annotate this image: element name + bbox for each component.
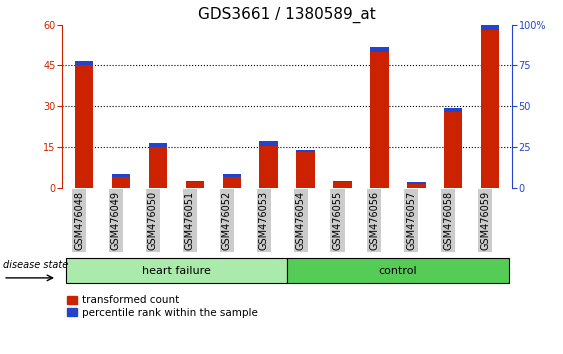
Bar — [260, 142, 278, 145]
Legend: transformed count, percentile rank within the sample: transformed count, percentile rank withi… — [67, 296, 258, 318]
Bar — [333, 182, 352, 188]
Bar — [333, 181, 352, 182]
Title: GDS3661 / 1380589_at: GDS3661 / 1380589_at — [198, 7, 376, 23]
Bar — [66, 258, 287, 283]
Text: GSM476059: GSM476059 — [480, 191, 490, 250]
Bar — [287, 258, 508, 283]
Text: GSM476054: GSM476054 — [296, 191, 306, 250]
Bar — [370, 47, 388, 52]
Bar — [407, 182, 426, 183]
Text: GSM476051: GSM476051 — [185, 191, 195, 250]
Bar — [222, 177, 241, 188]
Text: GSM476058: GSM476058 — [443, 191, 453, 250]
Bar — [186, 181, 204, 182]
Bar — [444, 112, 462, 188]
Bar — [112, 174, 130, 177]
Text: control: control — [378, 266, 417, 276]
Bar — [75, 61, 93, 65]
Bar — [222, 174, 241, 177]
Text: GSM476055: GSM476055 — [333, 191, 342, 250]
Bar — [149, 147, 167, 188]
Bar — [444, 108, 462, 112]
Text: GSM476048: GSM476048 — [74, 191, 84, 250]
Text: GSM476053: GSM476053 — [258, 191, 269, 250]
Text: GSM476057: GSM476057 — [406, 191, 417, 250]
Bar — [481, 30, 499, 188]
Bar — [186, 182, 204, 188]
Bar — [75, 65, 93, 188]
Bar — [370, 52, 388, 188]
Bar — [112, 177, 130, 188]
Bar — [407, 183, 426, 188]
Text: GSM476056: GSM476056 — [369, 191, 379, 250]
Bar — [296, 152, 315, 188]
Bar — [149, 143, 167, 147]
Text: heart failure: heart failure — [142, 266, 211, 276]
Text: disease state: disease state — [3, 260, 68, 270]
Bar — [260, 145, 278, 188]
Bar — [481, 25, 499, 30]
Bar — [296, 150, 315, 152]
Text: GSM476050: GSM476050 — [148, 191, 158, 250]
Text: GSM476052: GSM476052 — [222, 191, 232, 250]
Text: GSM476049: GSM476049 — [111, 191, 121, 250]
